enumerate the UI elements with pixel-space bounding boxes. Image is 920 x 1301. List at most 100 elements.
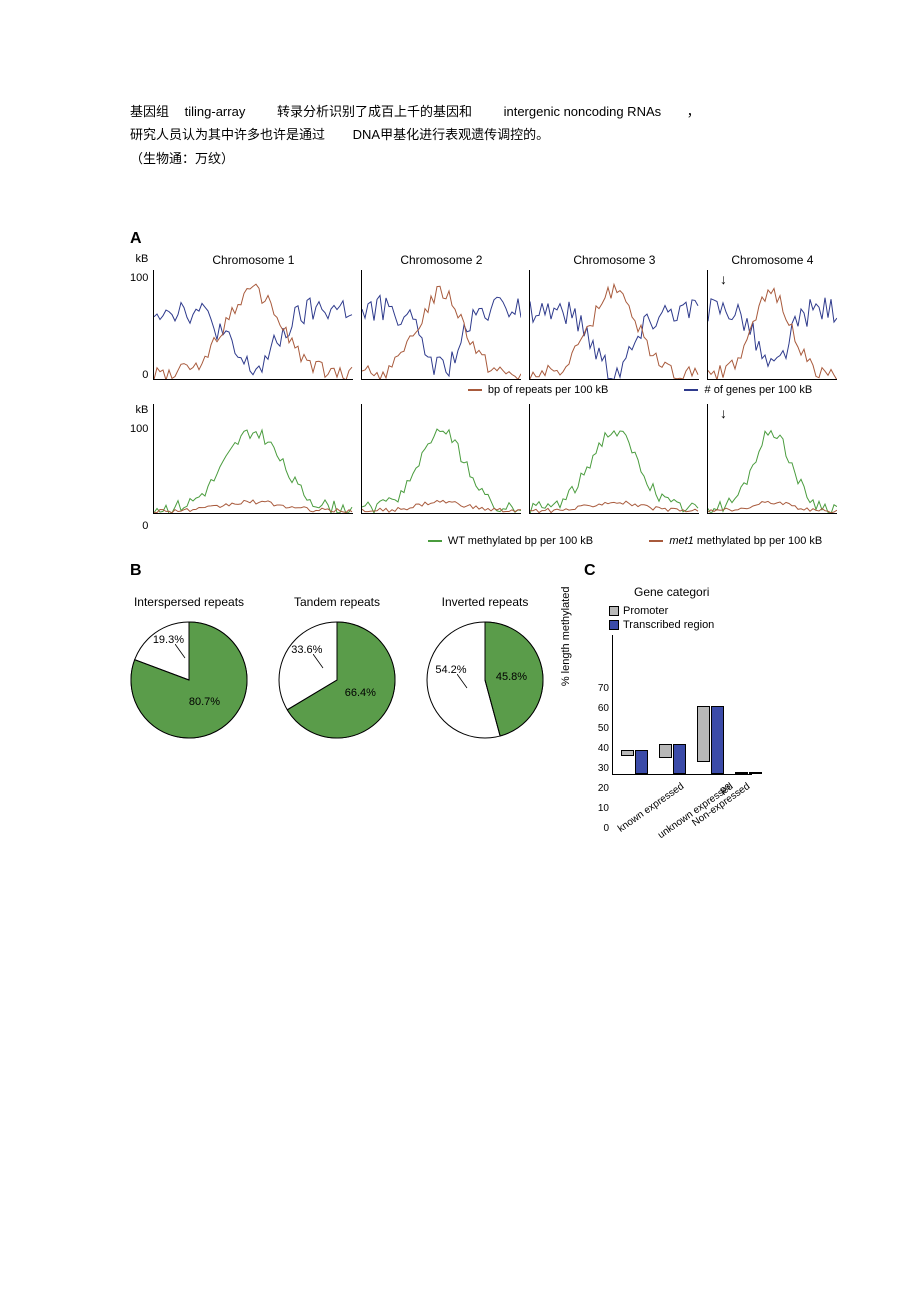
pie-wrap: 19.3% 80.7% (130, 621, 248, 739)
text: tiling-array (185, 104, 246, 119)
text: 转录分析识别了成百上千的基因和 (277, 104, 472, 119)
text: ， (687, 104, 700, 119)
trace-box (153, 404, 353, 514)
pie-column: Tandem repeats 33.6% 66.4% (278, 595, 396, 739)
bar-promoter (697, 706, 710, 762)
trace-box (529, 404, 699, 514)
chromosome-panel (153, 404, 353, 514)
figure: A kB 100 0 Chromosome 1 Chromosome 2 Chr… (130, 230, 920, 825)
pie-green-label: 66.4% (345, 687, 376, 699)
trace-svg (362, 270, 521, 380)
chromosome-title: Chromosome 1 (153, 253, 353, 267)
chromosome-panel: Chromosome 1 (153, 253, 353, 380)
trace-svg (154, 270, 353, 380)
panel-b-label: B (130, 562, 544, 580)
bar-transcribed (673, 744, 686, 774)
text: DNA甲基化进行表观遗传调控的。 (353, 127, 549, 142)
panel-a-top-legend: bp of repeats per 100 kB # of genes per … (360, 384, 920, 396)
y-axis: kB 100 0 (130, 253, 148, 381)
chromosome-panel (361, 404, 521, 514)
legend-item: Promoter (609, 605, 752, 617)
y-unit: kB (136, 253, 149, 265)
pie-green-label: 45.8% (496, 671, 527, 683)
pie-wrap: 33.6% 66.4% (278, 621, 396, 739)
pie-white-label: 19.3% (153, 634, 184, 646)
legend-swatch (468, 389, 482, 391)
bar-transcribed (711, 706, 724, 774)
legend-swatch (684, 389, 698, 391)
y-tick: 70 (594, 683, 609, 694)
svg-text:↓: ↓ (720, 405, 727, 421)
panel-a-bottom-row: kB 100 0 ↓ (130, 404, 920, 532)
italic: met1 (669, 535, 693, 547)
trace-box: ↓ (707, 404, 837, 514)
row-b-c: B Interspersed repeats 19.3% 80.7% Tande… (130, 562, 920, 825)
pie-charts: Interspersed repeats 19.3% 80.7% Tandem … (130, 595, 544, 739)
bar-chart: % length methylated 010203040506070 know… (584, 635, 752, 825)
trace-svg: ↓ (708, 270, 837, 380)
y-max: 100 (130, 272, 148, 284)
text: （生物通：万纹） (130, 151, 234, 166)
trace-box (361, 404, 521, 514)
y-tick: 20 (594, 783, 609, 794)
legend-text: bp of repeats per 100 kB (488, 384, 608, 396)
pie-column: Interspersed repeats 19.3% 80.7% (130, 595, 248, 739)
pie-svg (278, 621, 396, 739)
legend-swatch (649, 540, 663, 542)
svg-text:↓: ↓ (720, 271, 727, 287)
trace-box (361, 270, 521, 380)
bar-promoter (735, 772, 748, 774)
y-max: 100 (130, 423, 148, 435)
panel-a-bottom-legend: WT methylated bp per 100 kB met1 methyla… (330, 535, 920, 547)
bar-area (612, 635, 752, 775)
chromosome-title: Chromosome 4 (707, 253, 837, 267)
bar-pair (697, 706, 724, 774)
bar-pair (735, 772, 762, 774)
trace-svg (154, 404, 353, 514)
bar-x-labels: known expressedunknown expressedNon-expr… (612, 775, 752, 825)
panel-b: B Interspersed repeats 19.3% 80.7% Tande… (130, 562, 544, 825)
trace-svg (530, 404, 699, 514)
chromosome-panel: Chromosome 2 (361, 253, 521, 380)
y-tick: 50 (594, 723, 609, 734)
bar-y-label: % length methylated (560, 587, 572, 687)
pie-wrap: 54.2% 45.8% (426, 621, 544, 739)
panel-a-label: A (130, 230, 920, 248)
panel-c-label: C (584, 562, 752, 580)
chromosome-top-panels: Chromosome 1 Chromosome 2 Chromosome 3 C… (153, 253, 837, 380)
chromosome-panel: Chromosome 3 (529, 253, 699, 380)
y-axis: kB 100 0 (130, 404, 148, 532)
pie-white-label: 33.6% (291, 644, 322, 656)
pie-title: Inverted repeats (426, 595, 544, 609)
text: 研究人员认为其中许多也许是通过 (130, 127, 325, 142)
bar-promoter (621, 750, 634, 756)
y-tick: 60 (594, 703, 609, 714)
pie-title: Interspersed repeats (130, 595, 248, 609)
text: intergenic noncoding RNAs (504, 104, 662, 119)
legend-swatch (609, 620, 619, 630)
chromosome-panel: Chromosome 4 ↓ (707, 253, 837, 380)
y-unit: kB (136, 404, 149, 416)
legend-text: WT methylated bp per 100 kB (448, 535, 593, 547)
bar-transcribed (749, 772, 762, 774)
y-tick: 40 (594, 743, 609, 754)
trace-box (529, 270, 699, 380)
text-line-1: 基因组 tiling-array 转录分析识别了成百上千的基因和 interge… (130, 100, 920, 123)
trace-svg (530, 270, 699, 380)
panel-a-top-row: kB 100 0 Chromosome 1 Chromosome 2 Chrom… (130, 253, 920, 381)
legend-swatch (609, 606, 619, 616)
legend-swatch (428, 540, 442, 542)
bar-promoter (659, 744, 672, 758)
panel-c-legend: PromoterTranscribed region (609, 605, 752, 631)
pie-column: Inverted repeats 54.2% 45.8% (426, 595, 544, 739)
body-text: 基因组 tiling-array 转录分析识别了成百上千的基因和 interge… (0, 0, 920, 170)
y-tick: 30 (594, 763, 609, 774)
legend-text: met1 methylated bp per 100 kB (669, 535, 822, 547)
chromosome-panel (529, 404, 699, 514)
y-tick: 0 (594, 823, 609, 834)
text-line-2: 研究人员认为其中许多也许是通过 DNA甲基化进行表观遗传调控的。 (130, 123, 920, 146)
chromosome-title: Chromosome 3 (529, 253, 699, 267)
text: methylated bp per 100 kB (694, 535, 822, 547)
bar-transcribed (635, 750, 648, 774)
bar-pair (621, 750, 648, 774)
